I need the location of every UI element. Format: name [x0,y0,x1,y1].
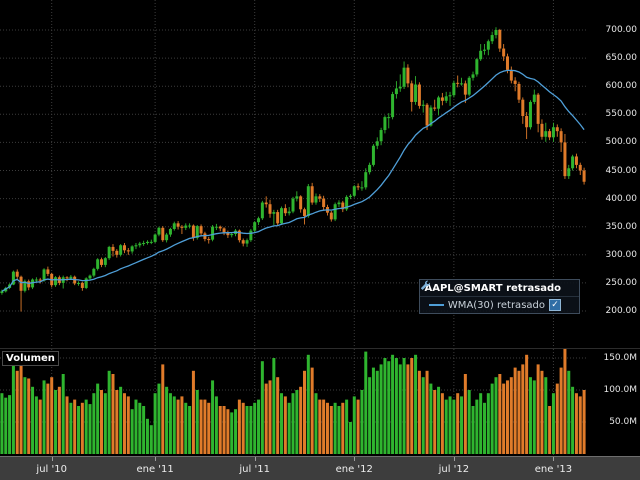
wma-indicator-line [1,69,585,292]
price-axis-label: 300.00 [605,249,638,260]
wrench-icon[interactable] [421,280,575,293]
time-axis-label: jul '10 [36,464,67,475]
price-axis-label: 250.00 [605,277,638,288]
time-axis-label: jul '12 [438,464,470,475]
time-axis-tick [254,457,256,461]
wrench-icon[interactable] [421,280,575,310]
legend-wma-label: WMA(30) retrasado [447,299,545,311]
price-panel[interactable]: AAPL@SMART retrasado WMA(30) retrasado 2… [0,0,640,348]
wma-visibility-checkbox[interactable] [549,299,561,311]
legend-symbol-row[interactable]: AAPL@SMART retrasado [420,280,579,296]
candlestick-chart[interactable] [0,0,640,348]
price-axis-label: 650.00 [605,53,638,64]
price-axis-label: 550.00 [605,109,638,120]
price-axis-label: 450.00 [605,165,638,176]
time-axis[interactable]: jul '10 ene '11 jul '11 ene '12 jul '12 ene '… [0,456,640,480]
volume-axis-label: 100.0M [603,385,637,395]
time-axis-label: ene '11 [136,464,174,475]
time-axis-label: ene '12 [335,464,373,475]
time-axis-label: ene '13 [534,464,573,475]
volume-panel[interactable]: Volumen 50.0M 100.0M 150.0M [0,348,640,456]
volume-panel-title: Volumen [2,351,59,366]
price-axis-label: 350.00 [605,221,638,232]
wma-line-sample [428,304,444,306]
time-axis-label: jul '11 [239,464,270,475]
volume-axis-label: 50.0M [609,417,637,427]
time-axis-tick [51,457,53,461]
price-axis-label: 400.00 [605,193,638,204]
chart-legend: AAPL@SMART retrasado WMA(30) retrasado [419,279,580,314]
price-axis-label: 500.00 [605,137,638,148]
legend-wma-row[interactable]: WMA(30) retrasado [420,280,579,313]
price-axis-label: 600.00 [605,81,638,92]
time-axis-tick [453,457,455,461]
time-axis-tick [354,457,356,461]
volume-axis-label: 150.0M [603,353,637,363]
price-axis-label: 700.00 [605,25,638,35]
legend-symbol-label: AAPL@SMART retrasado [424,282,561,294]
price-axis-label: 200.00 [605,306,638,316]
volume-chart[interactable] [0,349,640,456]
time-axis-tick [155,457,157,461]
time-axis-tick [553,457,555,461]
